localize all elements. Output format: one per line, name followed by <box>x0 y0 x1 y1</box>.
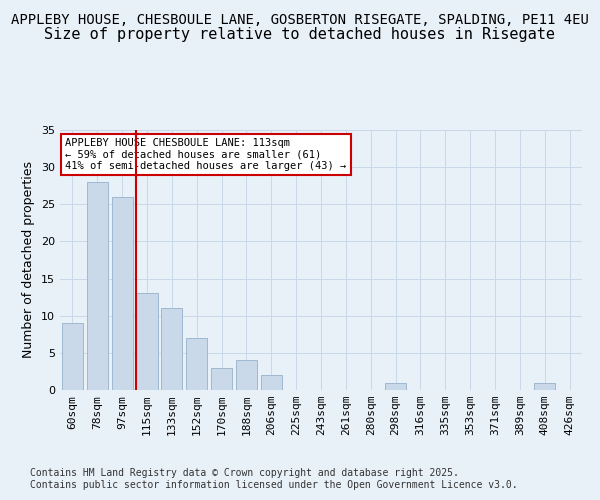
Bar <box>534 382 555 390</box>
Bar <box>186 338 207 390</box>
Bar <box>87 182 108 390</box>
Text: APPLEBY HOUSE CHESBOULE LANE: 113sqm
← 59% of detached houses are smaller (61)
4: APPLEBY HOUSE CHESBOULE LANE: 113sqm ← 5… <box>65 138 346 171</box>
Y-axis label: Number of detached properties: Number of detached properties <box>22 162 35 358</box>
Bar <box>161 308 182 390</box>
Bar <box>62 323 83 390</box>
Text: Size of property relative to detached houses in Risegate: Size of property relative to detached ho… <box>44 28 556 42</box>
Bar <box>385 382 406 390</box>
Bar <box>261 375 282 390</box>
Text: APPLEBY HOUSE, CHESBOULE LANE, GOSBERTON RISEGATE, SPALDING, PE11 4EU: APPLEBY HOUSE, CHESBOULE LANE, GOSBERTON… <box>11 12 589 26</box>
Bar <box>112 197 133 390</box>
Bar <box>136 294 158 390</box>
Bar <box>211 368 232 390</box>
Text: Contains HM Land Registry data © Crown copyright and database right 2025.
Contai: Contains HM Land Registry data © Crown c… <box>30 468 518 490</box>
Bar <box>236 360 257 390</box>
